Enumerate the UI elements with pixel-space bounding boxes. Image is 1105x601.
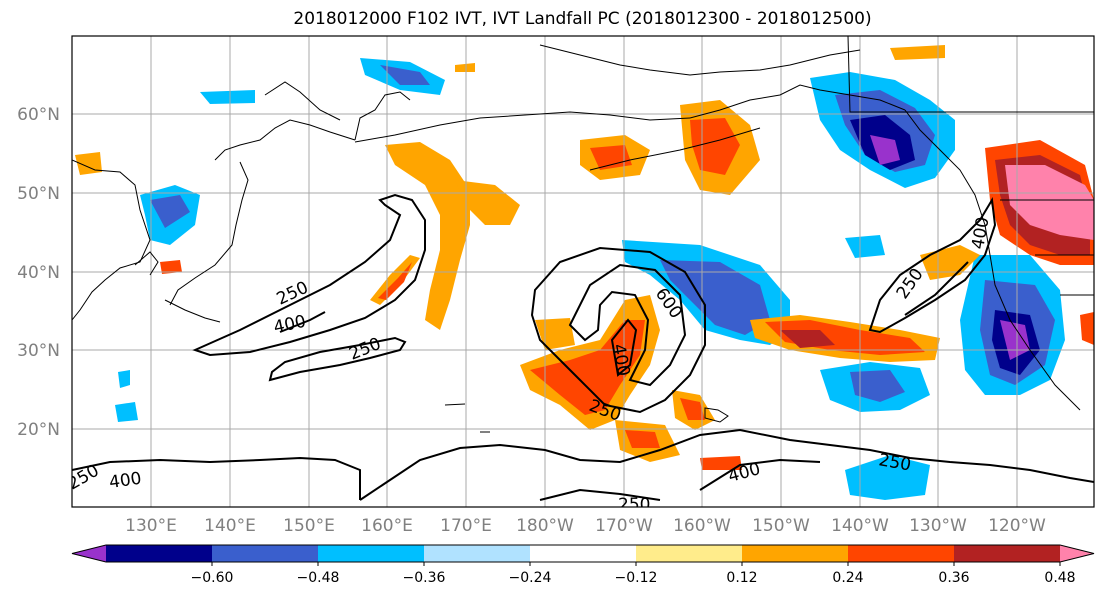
contour-label: 400 <box>108 469 143 493</box>
shade-ep-dred <box>780 330 835 348</box>
lat-label: 50°N <box>17 184 60 204</box>
colorbar-swatch <box>954 545 1061 562</box>
shade-aleut-red <box>590 145 632 170</box>
lon-label: 160°W <box>673 516 731 536</box>
shade-cut-red3 <box>680 398 705 420</box>
colorbar-extend-min <box>72 545 106 562</box>
shade-speck1 <box>75 152 102 175</box>
colorbar-swatch <box>318 545 425 562</box>
lat-axis: 60°N 50°N 40°N 30°N 20°N <box>17 105 60 440</box>
lon-label: 120°W <box>988 516 1046 536</box>
shade-pnw-pink <box>1005 165 1094 240</box>
colorbar-swatch <box>106 545 213 562</box>
lon-axis: 130°E 140°E 150°E 160°E 170°E 180°W 170°… <box>125 516 1046 536</box>
shade-pnw-orange <box>920 245 980 280</box>
colorbar-tick-label: −0.24 <box>509 570 552 586</box>
lat-label: 60°N <box>17 105 60 125</box>
colorbar-tick-label: −0.36 <box>403 570 446 586</box>
shade-ep-mid <box>850 370 905 402</box>
shade-bering-mid <box>380 65 430 85</box>
shade-smallblue1 <box>115 402 138 422</box>
shade-ep-blue3 <box>845 235 885 258</box>
lon-label: 180°W <box>516 516 574 536</box>
shade-smallblue2 <box>118 370 130 388</box>
shade-nw-orange2 <box>455 180 520 225</box>
colorbar-swatch <box>530 545 637 562</box>
colorbar-extend-max <box>1060 545 1094 562</box>
colorbar-outline <box>71 544 1095 563</box>
shade-kamch-blue <box>200 90 255 104</box>
lon-label: 160°E <box>361 516 413 536</box>
lon-label: 130°W <box>909 516 967 536</box>
colorbar-swatch <box>742 545 849 562</box>
ivt-contours <box>72 193 1094 501</box>
colorbar-tick-label: 0.48 <box>1044 570 1075 586</box>
shade-speck5 <box>700 456 742 470</box>
shade-speck4 <box>455 63 475 72</box>
colorbar-tick-label: 0.12 <box>726 570 757 586</box>
shade-cp-mid <box>660 260 770 335</box>
colorbar-tick-label: −0.60 <box>191 570 234 586</box>
graticule <box>72 36 1094 507</box>
map-title: 2018012000 F102 IVT, IVT Landfall PC (20… <box>293 9 872 29</box>
colorbar-swatch <box>848 545 955 562</box>
lon-label: 150°W <box>752 516 810 536</box>
lat-label: 20°N <box>17 420 60 440</box>
shade-bc-purple <box>870 135 900 165</box>
shade-speck6 <box>1080 312 1094 345</box>
colorbar-tick-label: −0.12 <box>615 570 658 586</box>
colorbar-tick-label: 0.36 <box>938 570 969 586</box>
contour-label: 250 <box>618 495 650 515</box>
colorbar-tick-label: −0.48 <box>297 570 340 586</box>
shade-ep-red <box>765 320 925 355</box>
lon-label: 150°E <box>283 516 335 536</box>
lon-label: 170°W <box>595 516 653 536</box>
lon-label: 140°E <box>204 516 256 536</box>
ivt-shading <box>75 45 1094 500</box>
coastlines <box>72 36 1094 433</box>
colorbar-swatch <box>636 545 743 562</box>
shade-cut-red <box>530 320 645 415</box>
colorbar-tick-label: 0.24 <box>832 570 863 586</box>
shade-cut-red2 <box>625 430 660 448</box>
lon-label: 140°W <box>831 516 889 536</box>
lon-label: 130°E <box>125 516 177 536</box>
colorbar-swatch <box>424 545 531 562</box>
colorbar: −0.60 −0.48 −0.36 −0.24 −0.12 0.12 0.24 0.36 0.4… <box>71 544 1095 586</box>
shade-speck2 <box>160 260 182 274</box>
shade-ep-blue2 <box>845 455 930 500</box>
shade-japan-mid <box>150 195 190 228</box>
map-frame <box>71 35 1095 508</box>
shade-speck3 <box>890 45 945 60</box>
colorbar-swatch <box>212 545 319 562</box>
shade-nw-orange <box>385 142 470 330</box>
lat-label: 40°N <box>17 263 60 283</box>
lon-label: 170°E <box>440 516 492 536</box>
lat-label: 30°N <box>17 341 60 361</box>
